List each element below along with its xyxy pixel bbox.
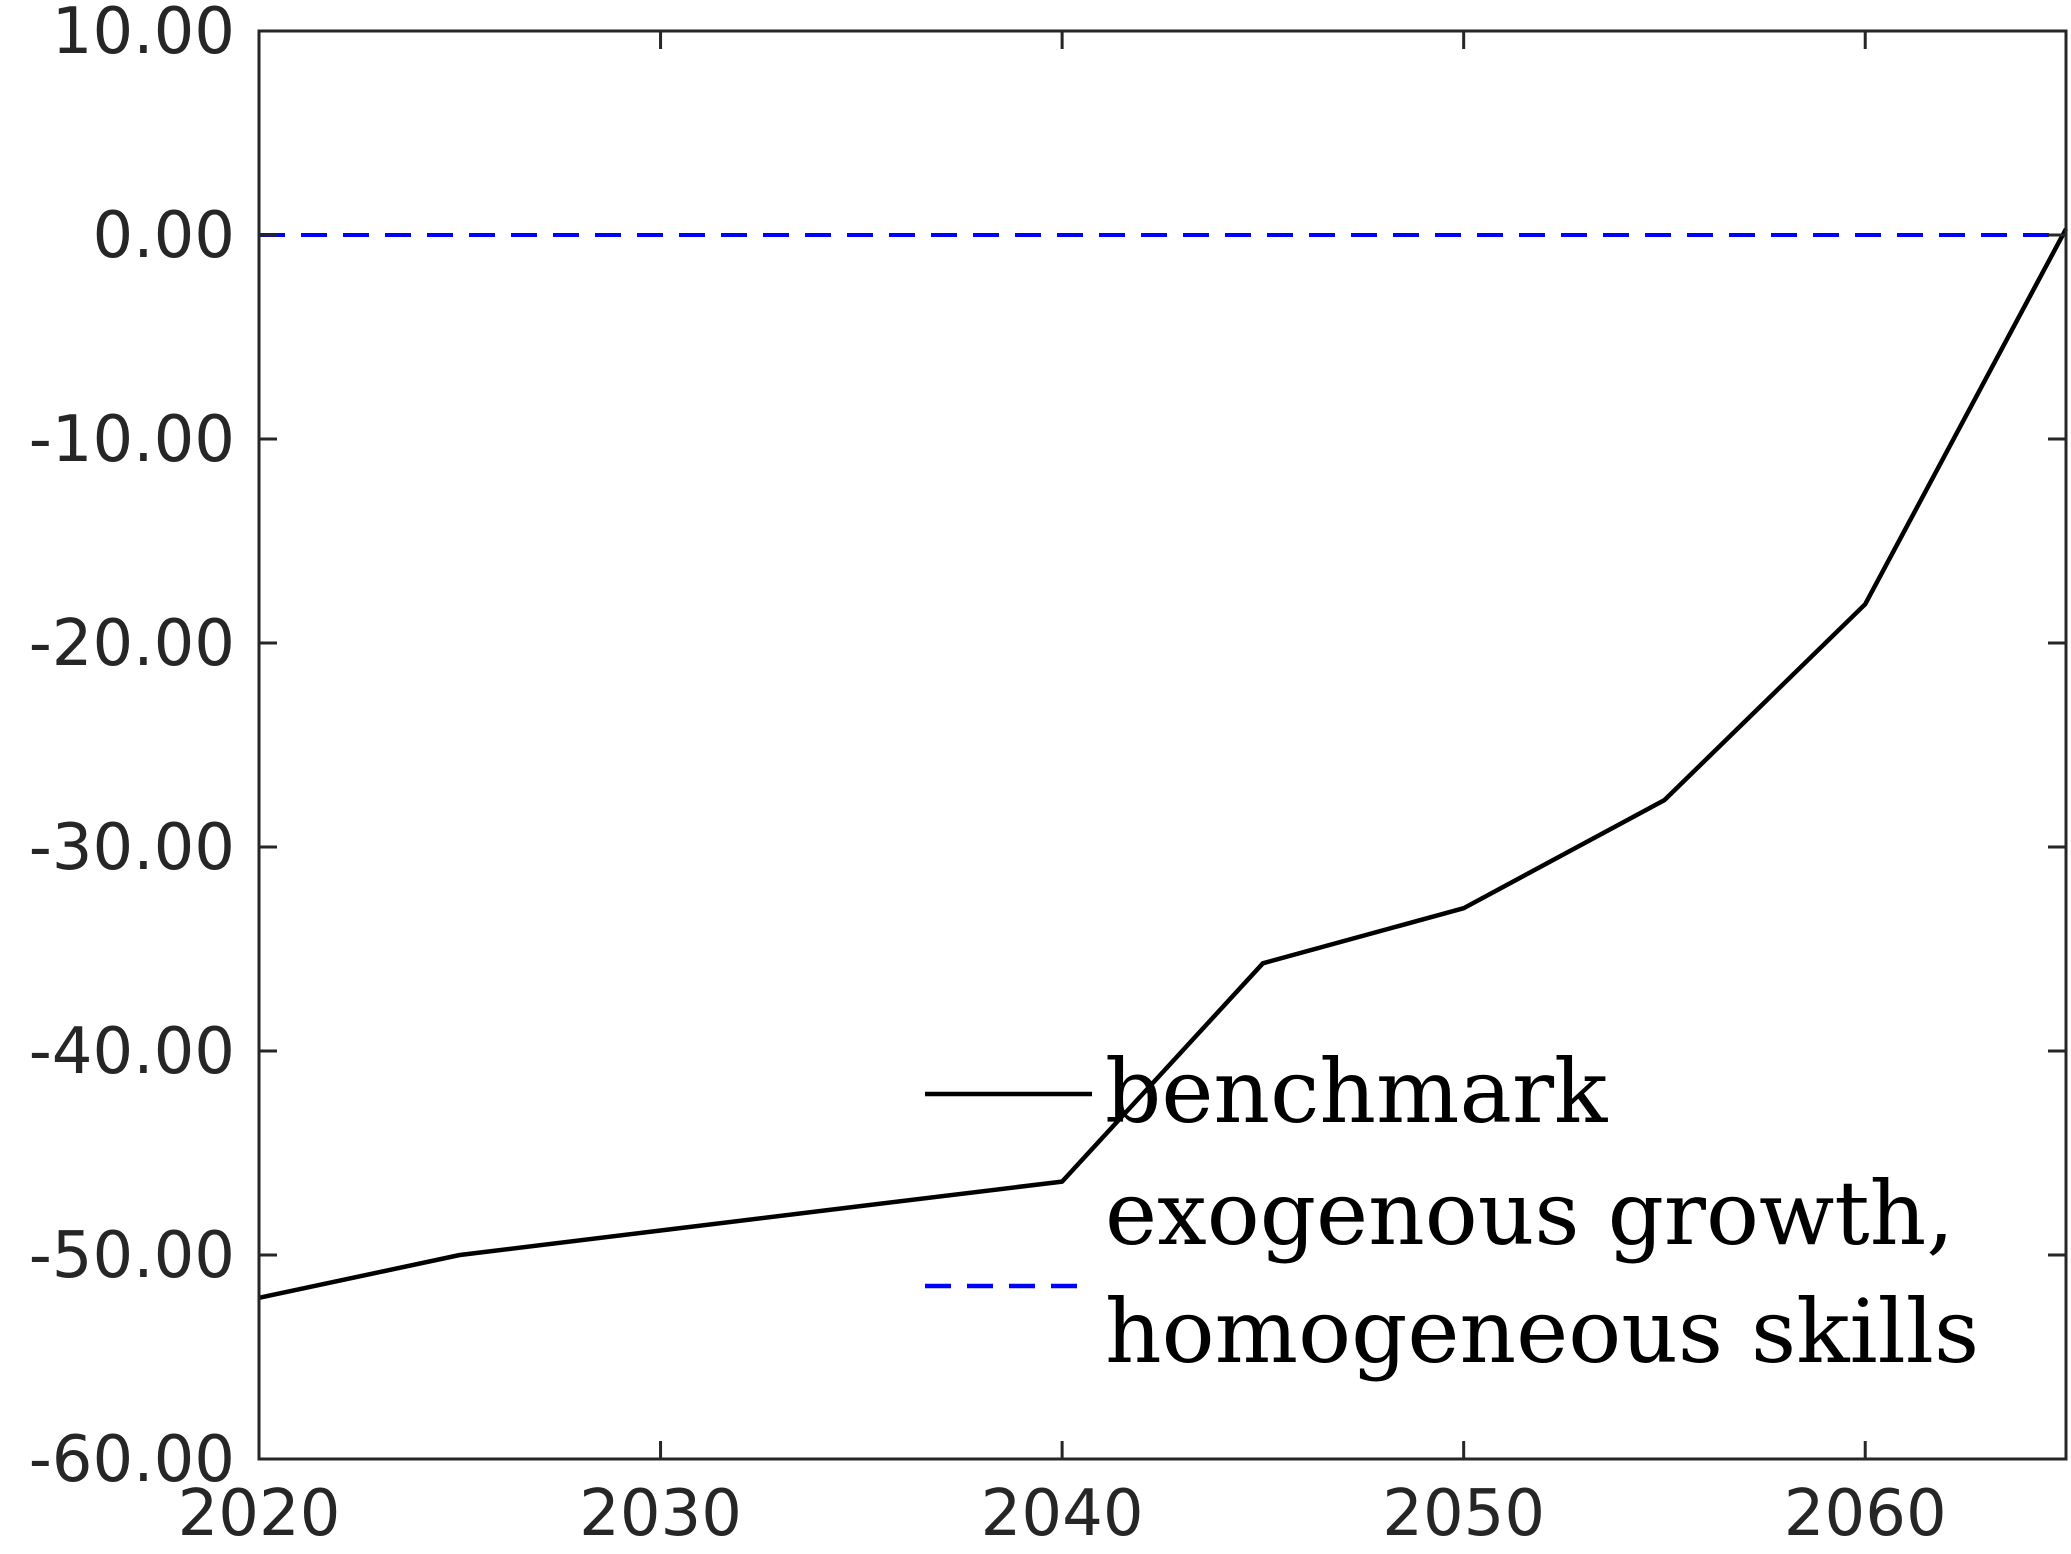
x-tick-label: 2030: [579, 1477, 742, 1551]
legend: benchmark exogenous growth, homogeneous sk…: [925, 1040, 1979, 1383]
series-line-1: [258, 227, 2068, 1301]
legend-label-2: homogeneous skills: [1105, 1280, 1979, 1383]
y-tick-label: -60.00: [29, 1423, 235, 1497]
y-tick-label: -20.00: [29, 607, 235, 681]
x-tick-label: 2040: [981, 1477, 1144, 1551]
x-tick-label: 2060: [1784, 1477, 1947, 1551]
x-tick-label: 2050: [1382, 1477, 1545, 1551]
y-tick-label: -10.00: [29, 403, 235, 477]
y-tick-label: 10.00: [52, 0, 235, 69]
y-tick-label: -30.00: [29, 811, 235, 885]
y-tick-label: 0.00: [93, 199, 236, 273]
x-tick-label: 2020: [178, 1477, 341, 1551]
legend-label-1: benchmark: [1105, 1040, 1608, 1143]
plot-frame: [257, 29, 2068, 1461]
y-tick-label: -40.00: [29, 1015, 235, 1089]
axis-layer: 2020 2030 2040 2050 2060 10.00 0.00 -10.00 -20.0…: [29, 0, 2066, 1551]
series-layer: [258, 227, 2068, 1301]
legend-label-2: exogenous growth,: [1105, 1162, 1954, 1265]
y-tick-label: -50.00: [29, 1219, 235, 1293]
